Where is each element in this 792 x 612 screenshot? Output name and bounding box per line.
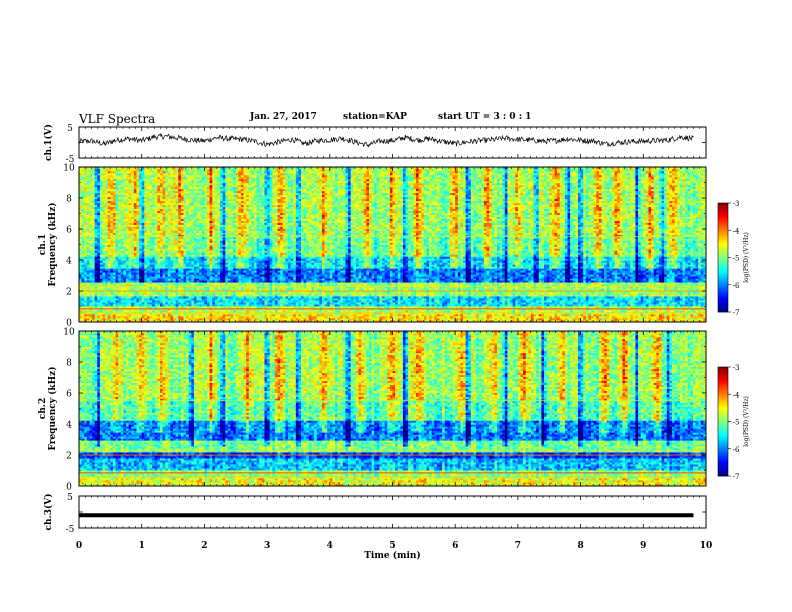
x-tick-label: 4	[327, 541, 333, 551]
vlf-spectra-figure: 5-5ch.1(V)0246810ch.1 Frequency (kHz) -3-4…	[0, 0, 792, 612]
ch3-waveform-frame	[79, 496, 706, 528]
ch1-spectrogram-ytick-label: 4	[66, 257, 72, 267]
ch1-spectrogram-ytick-label: 6	[66, 226, 72, 236]
ch1-spectrogram-ytick-label: 8	[66, 195, 72, 205]
x-tick-label: 6	[452, 541, 458, 551]
x-tick-label: 0	[76, 541, 82, 551]
x-tick-label: 2	[201, 541, 207, 551]
ch2-spectrogram-ytick-label: 10	[63, 328, 75, 338]
ch2-spectrogram-ytick-label: 6	[66, 390, 72, 400]
ch2-spectrogram-colorbar-tick-label: -3	[733, 364, 740, 372]
ch2-spectrogram-ylabel: Frequency (kHz)	[47, 366, 58, 450]
ch1-waveform-ylabel: ch.1(V)	[43, 124, 54, 161]
ch1-spectrogram-image	[79, 167, 706, 322]
ch2-spectrogram-colorbar	[718, 367, 728, 476]
ch2-spectrogram-ytick-label: 2	[66, 452, 72, 462]
ch2-spectrogram-colorbar-tick-label: -5	[733, 419, 740, 427]
x-tick-label: 5	[389, 541, 395, 551]
ch2-spectrogram-colorbar-tick-label: -7	[733, 473, 740, 481]
ch1-spectrogram-colorbar-tick-label: -6	[733, 282, 740, 290]
ch1-spectrogram-colorbar	[718, 203, 728, 312]
ch2-spectrogram-colorbar-tick-label: -4	[733, 391, 740, 399]
ch3-waveform-ytick-label: 5	[67, 493, 73, 503]
ch1-spectrogram-colorbar-label: log(PSD) (V²/Hz)	[743, 232, 750, 283]
ch1-spectrogram-colorbar-tick-label: -4	[733, 227, 740, 235]
x-tick-label: 7	[515, 541, 521, 551]
x-tick-label: 3	[264, 541, 270, 551]
ch2-spectrogram-image	[79, 331, 706, 486]
x-tick-label: 10	[700, 541, 713, 551]
ch1-spectrogram-channel-label: ch.1	[38, 234, 48, 255]
ch2-spectrogram-ytick-label: 4	[66, 421, 72, 431]
ch1-spectrogram-ytick-label: 10	[63, 164, 75, 174]
x-axis-label: Time (min)	[364, 550, 421, 561]
ch1-spectrogram-ylabel: Frequency (kHz)	[47, 202, 58, 286]
x-tick-label: 8	[577, 541, 583, 551]
x-tick-label: 9	[640, 541, 646, 551]
ch1-spectrogram-ytick-label: 2	[66, 288, 72, 298]
ch2-spectrogram-colorbar-label: log(PSD) (V²/Hz)	[743, 396, 750, 447]
ch1-spectrogram-colorbar-tick-label: -3	[733, 200, 740, 208]
ch2-spectrogram-colorbar-tick-label: -6	[733, 446, 740, 454]
ch1-waveform-trace	[79, 134, 694, 147]
ch2-spectrogram-ytick-label: 8	[66, 359, 72, 369]
ch3-waveform-ylabel: ch.3(V)	[43, 494, 54, 531]
ch1-spectrogram-colorbar-tick-label: -7	[733, 309, 740, 317]
ch1-waveform-frame	[79, 127, 706, 158]
ch1-spectrogram-colorbar-tick-label: -5	[733, 255, 740, 263]
ch3-waveform-ytick-label: -5	[66, 525, 75, 535]
ch1-waveform-ytick-label: 5	[67, 124, 73, 134]
x-tick-label: 1	[139, 541, 145, 551]
ch2-spectrogram-channel-label: ch.2	[38, 398, 48, 419]
ch2-spectrogram-ytick-label: 0	[66, 483, 72, 493]
